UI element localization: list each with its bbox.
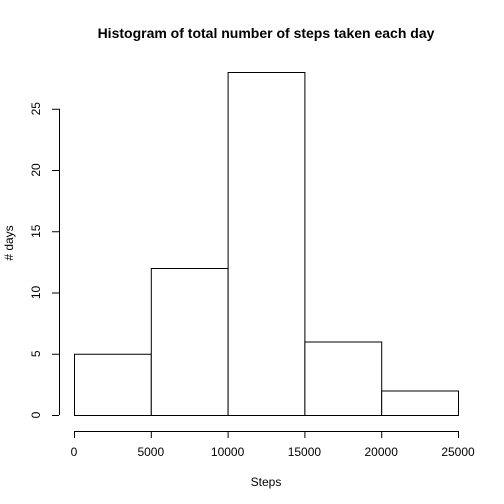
y-tick-label: 10 xyxy=(29,286,43,300)
x-tick-label: 20000 xyxy=(365,445,399,459)
x-tick-label: 5000 xyxy=(137,445,164,459)
x-tick-label: 25000 xyxy=(441,445,475,459)
bars-group xyxy=(74,72,460,416)
x-axis: 0 5000 10000 15000 20000 25000 xyxy=(71,431,475,459)
y-tick-label: 15 xyxy=(29,224,43,238)
y-tick-label: 25 xyxy=(29,102,43,116)
y-tick-label: 20 xyxy=(29,163,43,177)
chart-title: Histogram of total number of steps taken… xyxy=(98,25,435,41)
histogram-bar xyxy=(74,353,152,416)
x-axis-label: Steps xyxy=(251,475,282,489)
y-axis-label: # days xyxy=(2,225,16,260)
x-tick-label: 10000 xyxy=(211,445,245,459)
histogram-bar xyxy=(227,72,306,416)
histogram-bar xyxy=(150,268,229,416)
y-axis: 0 5 10 15 20 25 xyxy=(29,102,60,418)
histogram-bar xyxy=(381,390,460,416)
x-tick-label: 15000 xyxy=(288,445,322,459)
histogram-bar xyxy=(304,341,383,416)
y-tick-label: 0 xyxy=(29,411,43,418)
y-tick-label: 5 xyxy=(29,350,43,357)
x-tick-label: 0 xyxy=(71,445,78,459)
